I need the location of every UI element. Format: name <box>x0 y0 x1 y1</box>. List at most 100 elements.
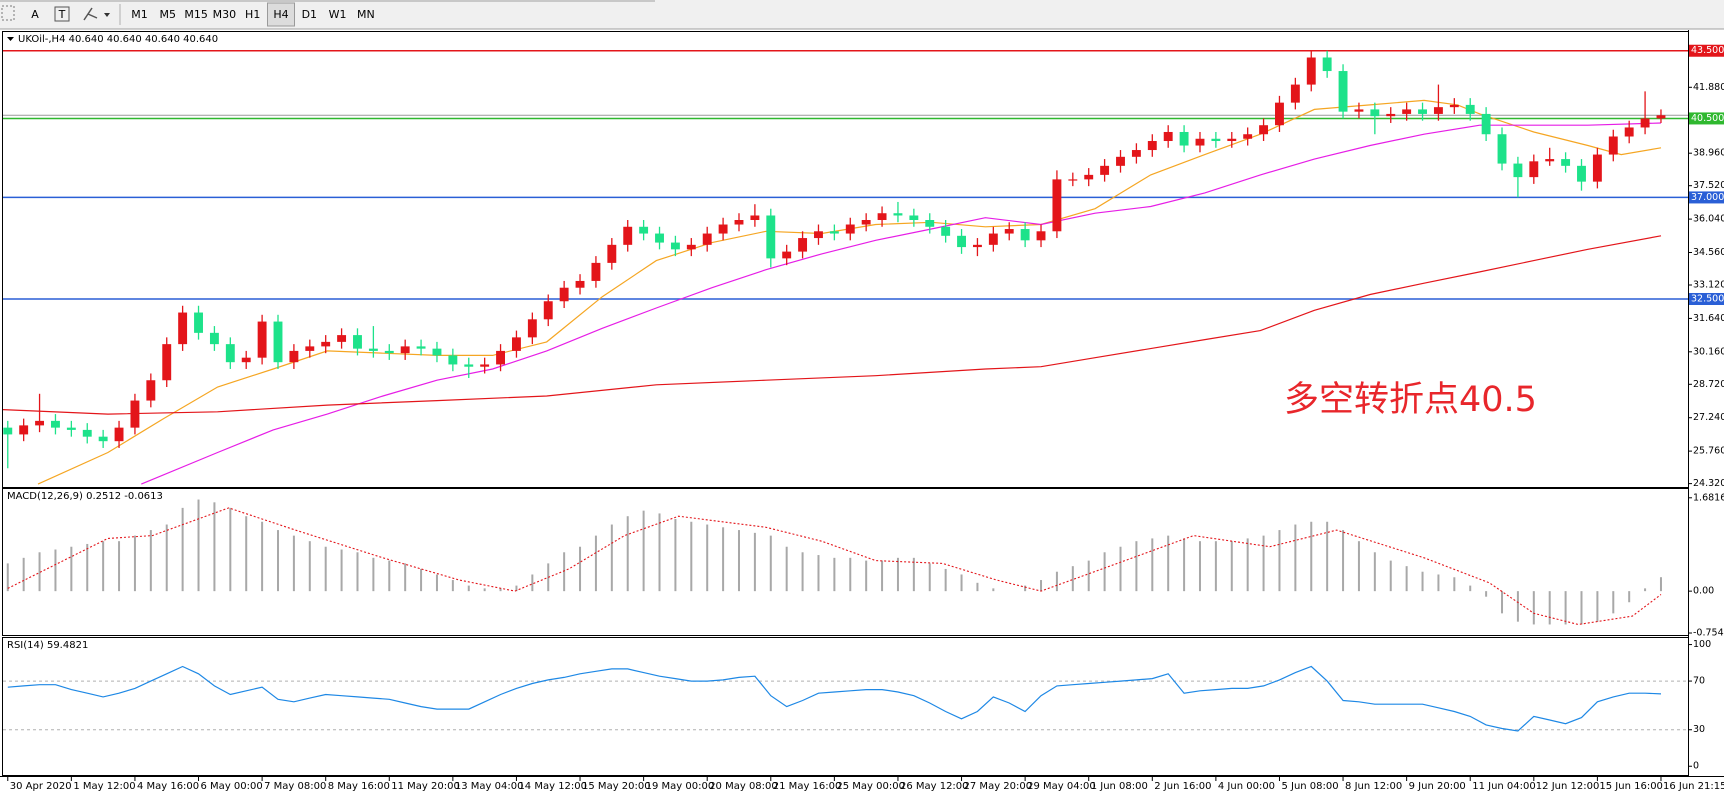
macd-bar <box>865 560 868 592</box>
candle-body <box>925 220 935 227</box>
macd-bar <box>165 524 168 592</box>
shapes-tool[interactable] <box>83 7 110 21</box>
macd-bar <box>881 560 884 592</box>
level-label-bg <box>1689 191 1724 204</box>
candle-body <box>639 226 649 234</box>
text-tool[interactable]: A <box>31 8 39 21</box>
dropdown-arrow <box>104 13 110 17</box>
x-tick-label: 13 May 04:00 <box>455 781 524 792</box>
panel-title: UKOil-,H4 40.640 40.640 40.640 40.640 <box>7 34 218 45</box>
x-tick-label: 21 May 16:00 <box>773 781 842 792</box>
price-plot <box>3 49 1688 485</box>
level-label: 32.500 <box>1691 293 1724 304</box>
timeframe-label: H1 <box>245 8 260 21</box>
y-tick-label: 25.760 <box>1693 446 1724 457</box>
candle-body <box>464 364 474 367</box>
macd-bar <box>674 518 677 592</box>
cursor-tool[interactable] <box>1 5 15 21</box>
candle-body <box>448 355 458 365</box>
macd-bar <box>22 557 25 592</box>
macd-bar <box>1644 588 1647 592</box>
candle-body <box>591 262 601 281</box>
level-label-bg <box>1689 112 1724 125</box>
macd-bar <box>992 588 995 592</box>
macd-bar <box>86 543 89 592</box>
timeframe-label: D1 <box>302 8 317 21</box>
macd-bar <box>404 563 407 592</box>
candle-body <box>1275 102 1284 126</box>
timeframe-button[interactable]: M30 <box>213 8 237 21</box>
panel-title: MACD(12,26,9) 0.2512 -0.0613 <box>7 491 163 502</box>
candle-body <box>1068 179 1078 181</box>
candle-body <box>511 337 521 351</box>
macd-bar <box>1135 541 1138 592</box>
macd-bar <box>1469 585 1472 592</box>
macd-bar <box>1596 591 1599 622</box>
x-tick-label: 5 Jun 08:00 <box>1281 781 1338 792</box>
macd-bar <box>1389 560 1392 592</box>
macd-bar <box>1485 591 1488 597</box>
candle-body <box>1592 154 1602 182</box>
x-tick-label: 30 Apr 2020 <box>10 781 72 792</box>
panel-title-text: MACD(12,26,9) 0.2512 -0.0613 <box>7 491 163 502</box>
timeframe-button[interactable]: D1 <box>302 8 317 21</box>
candle-body <box>194 312 203 333</box>
candle-body <box>893 213 903 216</box>
x-tick-label: 11 May 20:00 <box>391 781 460 792</box>
macd-bar <box>1071 566 1074 592</box>
y-tick-label: 70 <box>1693 676 1705 687</box>
label-tool[interactable]: T <box>58 8 66 21</box>
timeframe-button[interactable]: M1 <box>131 8 148 21</box>
x-tick-label: 15 May 20:00 <box>582 781 651 792</box>
timeframe-button[interactable]: MN <box>357 8 375 21</box>
macd-bar <box>579 546 582 592</box>
macd-bar <box>1151 538 1154 592</box>
candle-body <box>607 244 617 263</box>
x-tick-label: 6 May 00:00 <box>201 781 263 792</box>
macd-bar <box>769 535 772 592</box>
menu-triangle <box>7 37 14 41</box>
macd-bar <box>261 521 264 592</box>
candle-body <box>1640 118 1650 128</box>
rsi-line <box>7 665 1662 732</box>
candle-body <box>35 420 45 426</box>
candle-body <box>241 357 251 363</box>
y-tick-label: 30 <box>1693 724 1705 735</box>
macd-plot <box>6 499 1662 626</box>
timeframe-button[interactable]: H4 <box>267 2 295 27</box>
y-tick-label: 36.040 <box>1693 214 1724 225</box>
macd-bar <box>245 516 248 592</box>
candle-body <box>1306 57 1316 85</box>
candle-body <box>734 220 744 225</box>
candle-body <box>1116 156 1125 166</box>
timeframe-button[interactable]: W1 <box>329 8 347 21</box>
candle-body <box>496 350 506 365</box>
x-tick-label: 4 Jun 00:00 <box>1218 781 1275 792</box>
macd-bar <box>642 510 645 592</box>
candle-body <box>1481 113 1491 135</box>
candle-body <box>400 346 410 354</box>
timeframe-label: M1 <box>131 8 148 21</box>
macd-bar <box>1516 591 1519 622</box>
macd-bar <box>610 524 613 592</box>
macd-bar <box>1628 591 1631 603</box>
x-tick-label: 9 Jun 20:00 <box>1409 781 1466 792</box>
timeframe-button[interactable]: H1 <box>245 8 260 21</box>
candle-body <box>305 346 315 351</box>
candle-body <box>1449 104 1459 108</box>
candle-body <box>1656 115 1666 119</box>
timeframe-button[interactable]: M5 <box>160 8 177 21</box>
y-tick-label: 33.120 <box>1693 280 1724 291</box>
x-tick-label: 27 May 20:00 <box>964 781 1033 792</box>
macd-bar <box>277 530 280 592</box>
candle-body <box>575 280 585 288</box>
timeframe-button[interactable]: M15 <box>184 8 208 21</box>
macd-bar <box>356 552 359 592</box>
macd-bar <box>197 499 200 592</box>
macd-bar <box>817 555 820 592</box>
candle-body <box>1052 179 1062 232</box>
candle-body <box>972 244 982 248</box>
macd-bar <box>737 530 740 592</box>
timeframe-label: M30 <box>213 8 237 21</box>
candle-body <box>877 213 887 221</box>
